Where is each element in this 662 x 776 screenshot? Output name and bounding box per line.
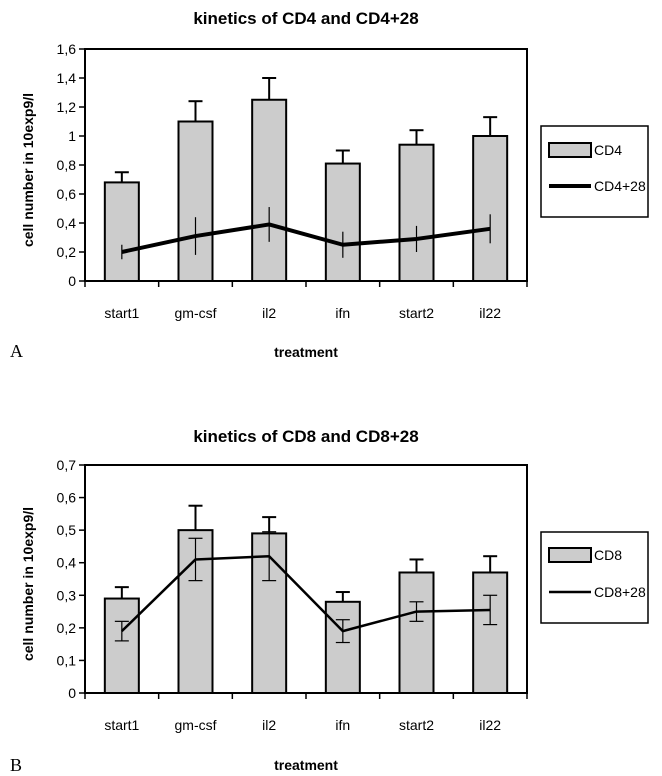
panel-b-y-tick-label: 0,3 <box>57 587 77 603</box>
panel-a-bar <box>472 135 509 282</box>
panel-b-bar <box>398 571 435 694</box>
panel-b-x-axis-label: treatment <box>274 757 338 773</box>
panel-a-series-line <box>121 222 491 254</box>
panel-a-bar <box>398 143 435 282</box>
panel-a-x-axis-label: treatment <box>274 344 338 360</box>
panel-b-x-tick-label: start1 <box>104 717 139 733</box>
panel-b-y-tick-label: 0,5 <box>57 522 77 538</box>
panel-b-title: kinetics of CD8 and CD8+28 <box>193 427 418 446</box>
panel-b-panel-label: B <box>10 755 22 775</box>
panel-a-legend-label-bar: CD4 <box>594 142 622 158</box>
panel-a-y-tick-label: 1,6 <box>57 41 77 57</box>
panel-b-x-tick-label: start2 <box>399 717 434 733</box>
panel-a-x-tick-label: gm-csf <box>175 305 217 321</box>
panel-b-bar <box>472 571 509 694</box>
panel-b-y-tick-label: 0,1 <box>57 652 77 668</box>
panel-b-bar <box>103 597 140 694</box>
panel-a-x-tick-label: il2 <box>262 305 276 321</box>
panel-b-y-tick-label: 0,7 <box>57 457 77 473</box>
panel-b-legend-swatch-bar <box>548 547 592 563</box>
panel-a-y-tick-label: 1,4 <box>57 70 77 86</box>
panel-b-x-tick-label: il22 <box>479 717 501 733</box>
panel-b-y-tick-label: 0,4 <box>57 555 77 571</box>
panel-a-bar <box>103 181 140 282</box>
panel-a-y-tick-label: 0,6 <box>57 186 77 202</box>
panel-b-plot-area <box>84 464 528 694</box>
panel-a-y-tick-label: 1 <box>68 128 76 144</box>
panel-a-bar <box>251 98 288 282</box>
panel-a-x-tick-label: start1 <box>104 305 139 321</box>
panel-b-x-tick-label: il2 <box>262 717 276 733</box>
panel-a-legend-label-line: CD4+28 <box>594 178 646 194</box>
panel-a-y-tick-label: 0,8 <box>57 157 77 173</box>
panel-a-x-tick-label: start2 <box>399 305 434 321</box>
panel-b-series-line <box>120 554 491 633</box>
panel-b-x-tick-label: ifn <box>335 717 350 733</box>
panel-b-y-axis-label: cell number in 10exp9/l <box>20 507 36 661</box>
panel-a-y-axis-label: cell number in 10exp9/l <box>20 93 36 247</box>
panel-b-y-tick-label: 0 <box>68 685 76 701</box>
panel-b-y-tick-label: 0,2 <box>57 620 77 636</box>
panel-a-legend-swatch-bar <box>548 142 592 158</box>
panel-b-legend <box>540 531 649 624</box>
panel-b-legend-label-bar: CD8 <box>594 547 622 563</box>
panel-a-bar <box>324 162 361 282</box>
panel-a-bar <box>177 120 214 282</box>
panel-b-y-tick-label: 0,6 <box>57 490 77 506</box>
panel-b-bar <box>324 600 361 694</box>
panel-a-y-tick-label: 0 <box>68 273 76 289</box>
panel-a-y-tick-label: 0,4 <box>57 215 77 231</box>
panel-b-legend-label-line: CD8+28 <box>594 584 646 600</box>
panel-a-x-tick-label: il22 <box>479 305 501 321</box>
panel-a-y-tick-label: 0,2 <box>57 244 77 260</box>
panel-b-x-tick-label: gm-csf <box>175 717 217 733</box>
panel-a-y-tick-label: 1,2 <box>57 99 77 115</box>
panel-a-title: kinetics of CD4 and CD4+28 <box>193 9 418 28</box>
panel-a-panel-label: A <box>10 341 23 361</box>
panel-a-legend <box>540 125 649 218</box>
panel-a-x-tick-label: ifn <box>335 305 350 321</box>
